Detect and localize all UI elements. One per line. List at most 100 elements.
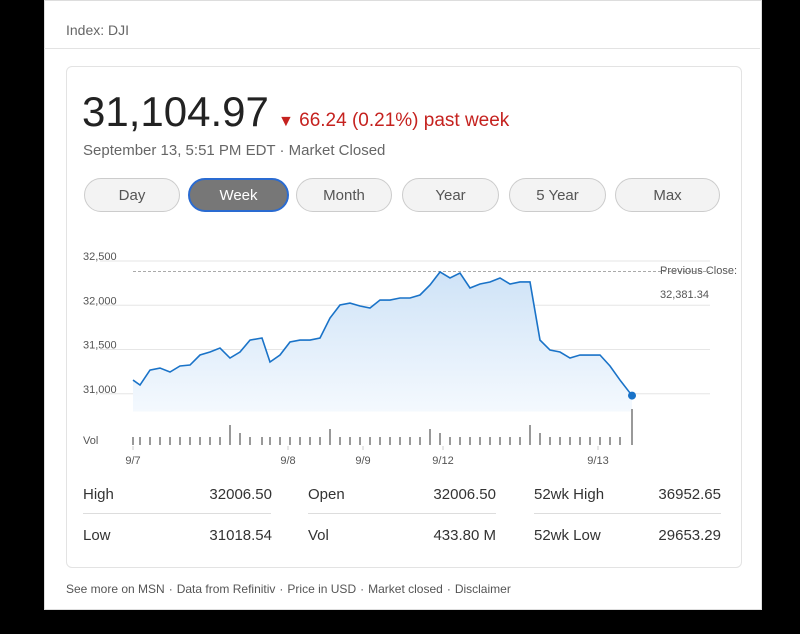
separator: ·: [168, 582, 173, 596]
tab-button[interactable]: Day: [84, 178, 180, 212]
separator: ·: [446, 582, 451, 596]
volume-bar: [379, 437, 381, 445]
date-line: September 13, 5:51 PM EDT · Market Close…: [83, 142, 386, 159]
y-tick-label: 32,500: [83, 251, 117, 263]
volume-bar: [409, 437, 411, 445]
change-text: 66.24 (0.21%) past week: [299, 110, 510, 131]
footer-link[interactable]: Data from Refinitiv: [176, 582, 276, 596]
separator: ·: [279, 582, 284, 596]
volume-bar: [589, 437, 591, 445]
stat-label: Open: [308, 486, 345, 503]
volume-bar: [631, 409, 633, 445]
stat-label: 52wk Low: [534, 527, 601, 544]
volume-bar: [159, 437, 161, 445]
volume-bar: [509, 437, 511, 445]
x-tick-label: 9/13: [587, 455, 608, 467]
volume-bar: [309, 437, 311, 445]
stat-label: 52wk High: [534, 486, 605, 503]
price-line: [132, 270, 633, 397]
area: [133, 271, 632, 412]
stat-value: 36952.65: [658, 486, 721, 503]
volume-bar: [219, 437, 221, 445]
y-tick-label: 32,000: [83, 295, 117, 307]
footer-link[interactable]: Market closed: [368, 582, 443, 596]
volume-bar: [439, 433, 441, 445]
stat-label: Low: [83, 527, 111, 544]
volume-bar: [132, 437, 134, 445]
stat-value: 32006.50: [209, 486, 272, 503]
volume-bar: [329, 429, 331, 445]
date: September 13, 5:51 PM EDT: [83, 142, 276, 159]
stat-divider: [83, 513, 271, 514]
last-point: [628, 391, 636, 400]
volume-bar: [189, 437, 191, 445]
volume-bar: [349, 437, 351, 445]
volume-bar: [269, 437, 271, 445]
y-tick-label: 31,000: [83, 384, 117, 396]
volume-bar: [319, 437, 321, 445]
volume-bar: [369, 437, 371, 445]
volume-bar: [229, 425, 231, 445]
volume-bar: [289, 437, 291, 445]
volume-bar: [449, 437, 451, 445]
volume-bar: [489, 437, 491, 445]
y-tick-label: 31,500: [83, 340, 117, 352]
volume-bar: [429, 429, 431, 445]
volume-bar: [359, 437, 361, 445]
volume-bar: [539, 433, 541, 445]
volume-bar: [469, 437, 471, 445]
volume-bar: [519, 437, 521, 445]
volume-bar: [149, 437, 151, 445]
x-tick-label: 9/9: [355, 455, 370, 467]
x-tick-label: 9/12: [432, 455, 453, 467]
volume-bar: [419, 437, 421, 445]
separator: ·: [360, 582, 365, 596]
previous-close-value: 32,381.34: [660, 289, 709, 301]
volume-bar: [249, 437, 251, 445]
status: Market Closed: [288, 142, 386, 159]
tab-button[interactable]: Month: [296, 178, 392, 212]
stat-value: 433.80 M: [433, 527, 496, 544]
volume-bar: [299, 437, 301, 445]
volume-bar: [389, 437, 391, 445]
volume-bar: [499, 437, 501, 445]
tab-button[interactable]: 5 Year: [509, 178, 606, 212]
volume-bar: [239, 433, 241, 445]
stat-value: 32006.50: [433, 486, 496, 503]
change: ▼ 66.24 (0.21%) past week: [278, 110, 510, 131]
stat-divider: [534, 513, 721, 514]
volume-bar: [399, 437, 401, 445]
volume-bar: [179, 437, 181, 445]
volume-bar: [169, 437, 171, 445]
footer-link[interactable]: Price in USD: [287, 582, 357, 596]
volume-bar: [479, 437, 481, 445]
volume-bar: [529, 425, 531, 445]
tab-button[interactable]: Week: [188, 178, 289, 212]
volume-bar: [619, 437, 621, 445]
volume-bar: [199, 437, 201, 445]
footer-link[interactable]: Disclaimer: [454, 582, 511, 596]
volume-bar: [209, 437, 211, 445]
volume-bar: [559, 437, 561, 445]
footer-link[interactable]: See more on MSN: [66, 582, 165, 596]
tab-button[interactable]: Max: [615, 178, 720, 212]
volume-bar: [139, 437, 141, 445]
volume-bar: [599, 437, 601, 445]
volume-label: Vol: [83, 435, 98, 447]
volume-bar: [459, 437, 461, 445]
x-tick-label: 9/8: [280, 455, 295, 467]
price: 31,104.97: [82, 88, 269, 135]
stat-label: Vol: [308, 527, 329, 544]
index-label: Index: DJI: [66, 22, 130, 38]
previous-close-label: Previous Close:: [660, 265, 737, 277]
footer: See more on MSN · Data from Refinitiv · Pric…: [66, 582, 511, 596]
volume-bar: [549, 437, 551, 445]
volume-bar: [279, 437, 281, 445]
stat-value: 31018.54: [209, 527, 272, 544]
volume-bar: [339, 437, 341, 445]
divider: [44, 48, 760, 49]
x-tick-label: 9/7: [125, 455, 140, 467]
tab-button[interactable]: Year: [402, 178, 499, 212]
